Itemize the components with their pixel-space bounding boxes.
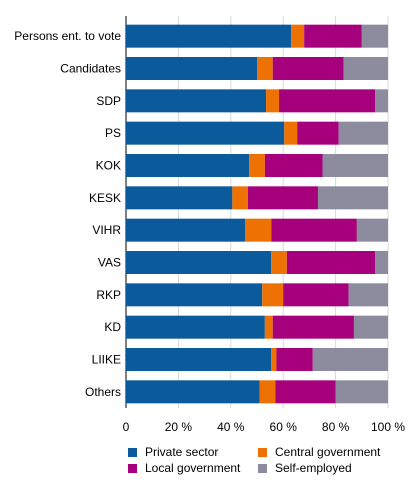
bar-segment-0	[126, 121, 285, 145]
bar-segment-0	[126, 57, 257, 80]
category-label: RKP	[96, 288, 121, 302]
x-tick-label: 80 %	[322, 420, 350, 434]
bar-segment-1	[245, 218, 272, 242]
bar-segment-0	[126, 380, 260, 404]
bar-segment-3	[338, 121, 388, 145]
bar-segment-1	[271, 251, 287, 274]
bar-segment-2	[297, 121, 339, 145]
legend-swatch	[258, 448, 267, 457]
category-label: KESK	[89, 191, 121, 205]
legend-swatch	[128, 448, 137, 457]
bar-segment-0	[126, 348, 272, 371]
legend-label: Self-employed	[275, 461, 352, 475]
bar-segment-3	[343, 57, 388, 80]
bar-segment-1	[291, 24, 305, 48]
bar-segment-2	[283, 283, 349, 307]
legend-swatch	[258, 464, 267, 473]
category-label: VAS	[98, 256, 121, 270]
bar-segment-2	[279, 89, 376, 113]
bar-segment-3	[356, 218, 388, 242]
bar-segment-2	[264, 154, 323, 177]
category-label: KOK	[96, 159, 121, 173]
legend-label: Central government	[275, 445, 381, 459]
category-label: Candidates	[60, 62, 121, 76]
category-label: PS	[105, 126, 121, 140]
gridlines	[125, 16, 389, 408]
bar-segment-2	[304, 24, 362, 48]
bar-segment-0	[126, 251, 272, 274]
bar-segment-1	[257, 57, 273, 80]
bar-segment-0	[126, 218, 246, 242]
bar-segment-3	[375, 251, 388, 274]
legend-label: Local government	[145, 461, 241, 475]
category-labels: Persons ent. to vote Candidates SDP PS KOK KE…	[14, 29, 121, 399]
category-label: Others	[85, 385, 121, 399]
x-tick-label: 60 %	[270, 420, 298, 434]
bar-segment-0	[126, 283, 263, 307]
category-label: Persons ent. to vote	[14, 29, 121, 43]
bar-segment-1	[264, 315, 273, 339]
bar-segment-1	[266, 89, 280, 113]
bar-segment-0	[126, 315, 265, 339]
bar-segment-1	[262, 283, 284, 307]
x-axis-ticks: 0 20 % 40 % 60 % 80 % 100 %	[123, 420, 406, 434]
x-tick-label: 40 %	[217, 420, 245, 434]
bar-segment-1	[271, 348, 277, 371]
bar-segment-2	[272, 315, 354, 339]
bar-segment-1	[284, 121, 298, 145]
bar-segment-2	[272, 57, 344, 80]
bar-segment-3	[322, 154, 388, 177]
bar-segment-2	[286, 251, 376, 274]
bar-segment-3	[312, 348, 388, 371]
bar-segment-0	[126, 186, 233, 210]
bar-segment-0	[126, 89, 267, 113]
bar-segment-2	[271, 218, 357, 242]
category-label: SDP	[96, 94, 121, 108]
legend-label: Private sector	[145, 445, 218, 459]
bar-segment-2	[275, 380, 336, 404]
x-tick-label: 100 %	[371, 420, 405, 434]
bar-segment-2	[276, 348, 313, 371]
bar-segment-0	[126, 154, 250, 177]
bar-segment-1	[259, 380, 276, 404]
category-label: LIIKE	[92, 353, 121, 367]
bar-segment-1	[232, 186, 248, 210]
category-label: KD	[104, 320, 121, 334]
bar-segment-3	[317, 186, 388, 210]
bar-segment-3	[348, 283, 388, 307]
bar-segment-0	[126, 24, 292, 48]
bar-segment-3	[353, 315, 388, 339]
category-label: VIHR	[92, 223, 121, 237]
bar-segment-3	[375, 89, 388, 113]
x-tick-label: 20 %	[165, 420, 193, 434]
bar-segment-1	[249, 154, 265, 177]
bar-segment-2	[247, 186, 318, 210]
legend: Private sector Central government Local go…	[128, 445, 381, 475]
x-tick-label: 0	[123, 420, 130, 434]
bar-segment-3	[335, 380, 388, 404]
bar-segment-3	[361, 24, 388, 48]
bars	[126, 24, 388, 404]
legend-swatch	[128, 464, 137, 473]
